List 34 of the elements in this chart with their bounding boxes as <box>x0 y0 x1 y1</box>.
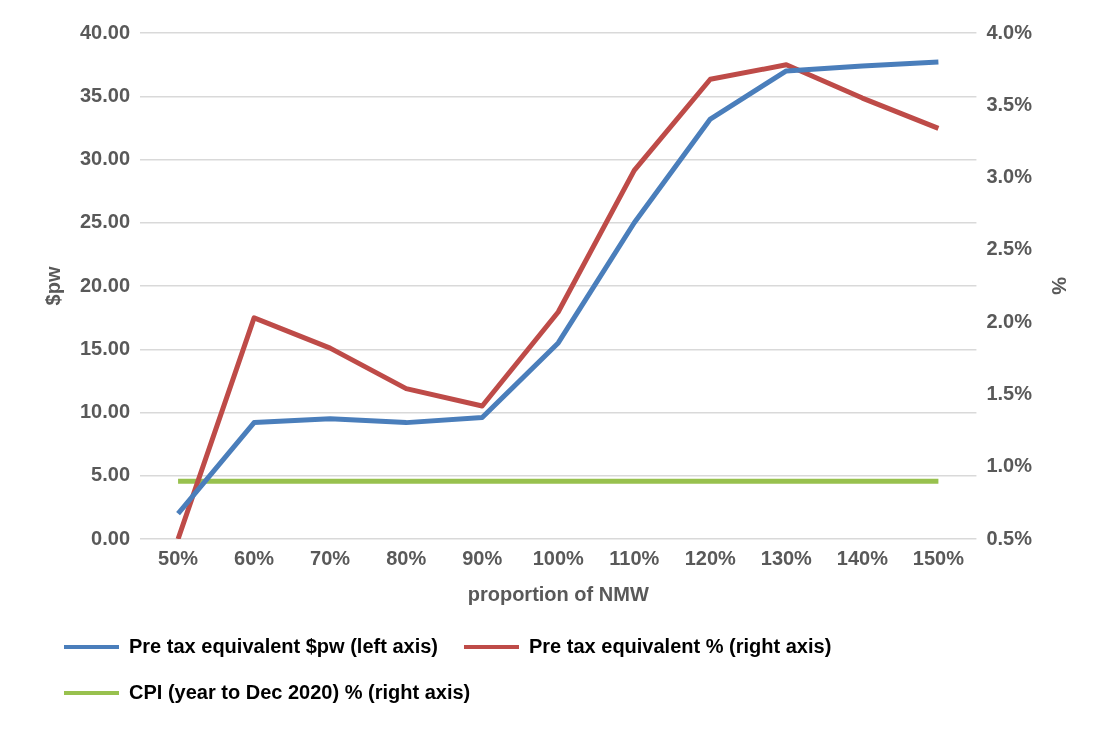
x-tick-label: 70% <box>310 546 351 569</box>
legend-label: Pre tax equivalent % (right axis) <box>528 634 832 657</box>
x-tick-label: 90% <box>462 546 503 569</box>
y-tick-label: 5.00 <box>91 463 131 486</box>
y-tick-label: 25.00 <box>79 210 131 233</box>
y2-tick-label: 1.5% <box>986 381 1033 404</box>
y2-tick-label: 2.0% <box>986 309 1033 332</box>
x-tick-label: 50% <box>158 546 199 569</box>
x-tick-label: 150% <box>912 546 965 569</box>
y-tick-label: 30.00 <box>79 147 131 170</box>
x-tick-label: 60% <box>234 546 275 569</box>
x-tick-label: 80% <box>386 546 427 569</box>
y2-tick-label: 0.5% <box>986 526 1033 549</box>
y2-tick-label: 4.0% <box>986 20 1033 43</box>
y-tick-label: 15.00 <box>79 336 131 359</box>
x-tick-label: 130% <box>760 546 813 569</box>
x-tick-label: 110% <box>609 546 660 569</box>
x-tick-label: 100% <box>532 546 585 569</box>
x-axis-title: proportion of NMW <box>467 582 649 605</box>
y-axis-title: $pw <box>41 266 64 306</box>
y2-tick-label: 3.0% <box>986 165 1033 188</box>
legend-label: Pre tax equivalent $pw (left axis) <box>129 634 438 657</box>
y2-tick-label: 2.5% <box>986 237 1033 260</box>
y2-tick-label: 1.0% <box>986 454 1033 477</box>
legend-label: CPI (year to Dec 2020) % (right axis) <box>129 680 471 703</box>
y2-axis-title: % <box>1048 277 1071 296</box>
y-tick-label: 40.00 <box>79 20 131 43</box>
y-tick-label: 20.00 <box>79 273 131 296</box>
x-tick-label: 120% <box>684 546 737 569</box>
y2-tick-label: 3.5% <box>986 92 1033 115</box>
y-tick-label: 0.00 <box>91 526 131 549</box>
x-tick-label: 140% <box>836 546 889 569</box>
y-tick-label: 35.00 <box>79 83 131 106</box>
y-tick-label: 10.00 <box>79 400 131 423</box>
